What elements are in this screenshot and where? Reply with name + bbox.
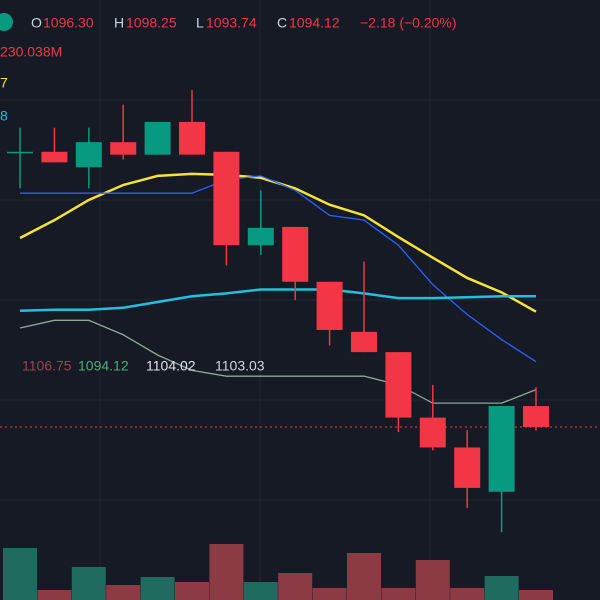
ma-label: 8 bbox=[0, 108, 8, 124]
candle-body bbox=[110, 142, 137, 155]
band-label: 1104.02 bbox=[146, 358, 196, 374]
volume-bar bbox=[415, 560, 450, 600]
band-label: 1094.12 bbox=[78, 358, 129, 374]
volume-bar bbox=[140, 577, 175, 600]
volume-bar bbox=[278, 573, 313, 600]
high-label: H bbox=[114, 15, 124, 31]
candle-body bbox=[75, 142, 102, 168]
candle-body bbox=[488, 406, 515, 492]
volume-bar bbox=[106, 585, 141, 600]
ma-label: 7 bbox=[0, 75, 8, 91]
candle-body bbox=[213, 151, 240, 246]
volume-bar bbox=[209, 544, 244, 600]
candle-body bbox=[385, 352, 412, 418]
indicator-line bbox=[20, 175, 537, 363]
volume-bar bbox=[37, 590, 72, 600]
candle-body bbox=[454, 447, 481, 488]
candle-body bbox=[247, 227, 274, 246]
candle-body bbox=[351, 331, 377, 353]
band-label: 1106.75 bbox=[22, 358, 72, 374]
candle-body bbox=[144, 121, 171, 155]
candle-body bbox=[7, 151, 33, 154]
plot bbox=[0, 90, 600, 600]
candle-body bbox=[282, 226, 309, 282]
volume-bar bbox=[450, 588, 485, 600]
open-value: 1096.30 bbox=[43, 15, 94, 31]
low-value: 1093.74 bbox=[206, 15, 257, 31]
band-label: 1103.03 bbox=[215, 358, 265, 374]
close-label: C bbox=[277, 15, 287, 31]
volume-bar bbox=[347, 553, 381, 600]
volume-bar bbox=[175, 582, 209, 600]
volume-bar bbox=[312, 588, 347, 600]
volume-bar bbox=[3, 548, 37, 600]
volume-bar bbox=[71, 567, 106, 600]
indicator-line bbox=[19, 319, 537, 404]
low-label: L bbox=[196, 15, 204, 31]
close-value: 1094.12 bbox=[289, 15, 340, 31]
candle-body bbox=[419, 417, 446, 448]
candle-body bbox=[179, 121, 205, 155]
volume-bar bbox=[484, 576, 519, 600]
volume-bar bbox=[519, 590, 553, 600]
candle-body bbox=[41, 151, 68, 163]
change-value: −2.18 (−0.20%) bbox=[360, 15, 457, 31]
status-icon bbox=[0, 13, 13, 31]
candle-body bbox=[523, 406, 549, 428]
volume-bar bbox=[243, 582, 278, 600]
candle-body bbox=[316, 281, 343, 330]
volume-bar bbox=[381, 588, 416, 600]
high-value: 1098.25 bbox=[126, 15, 177, 31]
indicator-line bbox=[19, 288, 536, 312]
open-label: O bbox=[31, 15, 42, 31]
volume-label: 230.038M bbox=[0, 44, 62, 60]
